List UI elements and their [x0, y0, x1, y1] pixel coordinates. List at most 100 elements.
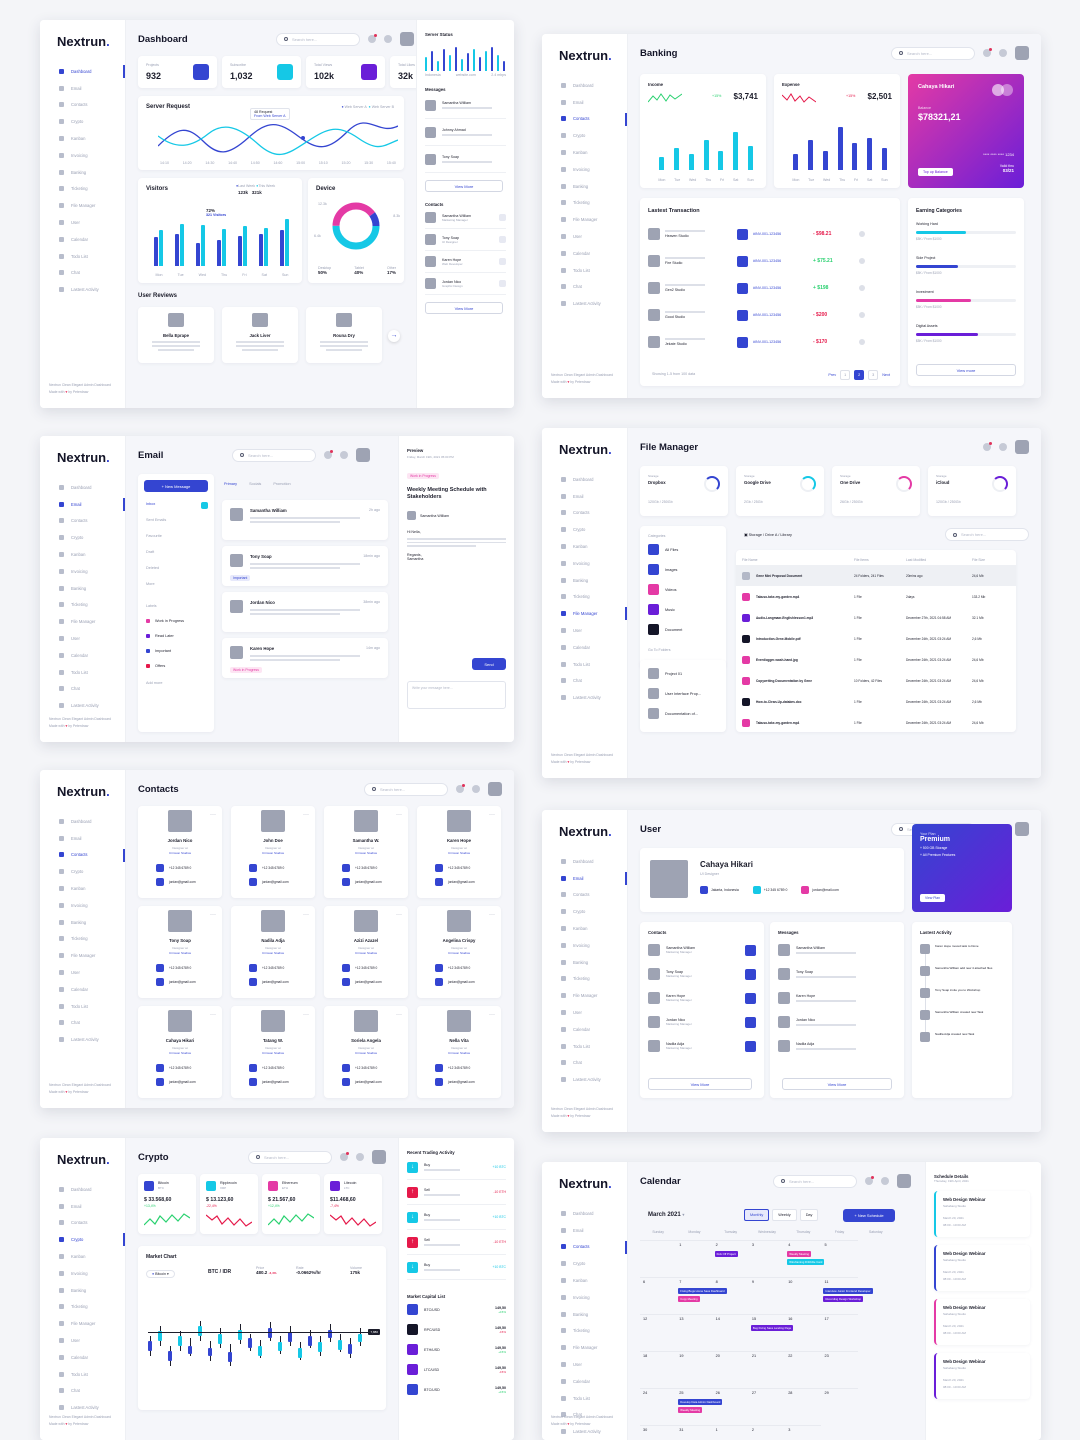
add-label-button[interactable]: Add more: [146, 681, 163, 685]
brand-logo[interactable]: Nextrun.: [559, 48, 612, 63]
sidebar-item-banking[interactable]: Banking: [542, 1306, 627, 1323]
sidebar-item-email[interactable]: Email: [40, 830, 125, 847]
avatar[interactable]: [897, 1174, 911, 1188]
calendar-day-cell[interactable]: 18: [640, 1351, 677, 1388]
sidebar-item-calendar[interactable]: Calendar: [542, 1373, 627, 1390]
transaction-row[interactable]: Good Studio #INV-001-123456 - $200: [648, 305, 892, 325]
bell-icon[interactable]: [865, 1176, 874, 1185]
calendar-event[interactable]: Weekly Meeting: [787, 1251, 812, 1257]
sidebar-item-user[interactable]: User: [40, 1332, 125, 1349]
sidebar-item-user[interactable]: User: [542, 622, 627, 639]
calendar-day-cell[interactable]: [640, 1240, 677, 1277]
calendar-day-cell[interactable]: 3: [748, 1240, 786, 1277]
sidebar-item-banking[interactable]: Banking: [542, 954, 627, 971]
capital-item[interactable]: LTC/USD 149,50 -15%: [407, 1360, 506, 1379]
schedule-item[interactable]: Web Design Webinar Sahabang Studio March…: [934, 1191, 1030, 1237]
sidebar-item-email[interactable]: Email: [542, 1222, 627, 1239]
storage-card[interactable]: Storage Google Drive 2Gb / 25Gb: [736, 466, 824, 516]
sidebar-item-banking[interactable]: Banking: [40, 580, 125, 597]
calendar-day-cell[interactable]: 3: [785, 1425, 822, 1440]
pagination-next[interactable]: Next: [882, 373, 890, 377]
more-icon[interactable]: ···: [396, 812, 402, 818]
contact-item[interactable]: Nadila Adja Marketing Manager: [648, 1040, 756, 1052]
sidebar-item-calendar[interactable]: Calendar: [40, 981, 125, 998]
sidebar-item-kanban[interactable]: Kanban: [542, 144, 627, 161]
sidebar-item-chat[interactable]: Chat: [40, 265, 125, 282]
pagination-prev[interactable]: Prev: [828, 373, 837, 377]
calendar-event[interactable]: Weekly Meeting: [678, 1407, 703, 1413]
schedule-item[interactable]: Web Design Webinar Sahabang Studio March…: [934, 1299, 1030, 1345]
calendar-day-cell[interactable]: 15 Bug Fixing Sass Landing Page: [748, 1314, 794, 1351]
brand-logo[interactable]: Nextrun.: [559, 1176, 612, 1191]
folder-item[interactable]: Project 01: [648, 668, 682, 679]
sidebar-item-file-manager[interactable]: File Manager: [542, 987, 627, 1004]
category-item[interactable]: Document: [648, 624, 682, 635]
calendar-event[interactable]: Bug Fixing Sass Landing Page: [750, 1325, 794, 1331]
sidebar-item-kanban[interactable]: Kanban: [40, 1248, 125, 1265]
sidebar-item-crypto[interactable]: Crypto: [40, 113, 125, 130]
trade-item[interactable]: ↑ Sell -10 ETH: [407, 1180, 506, 1205]
premium-plan-card[interactable]: Your Plan Premium + 500 GB Storage + All …: [912, 824, 1012, 912]
sidebar-item-lastest-activity[interactable]: Lastest Activity: [542, 1071, 627, 1088]
sidebar-item-user[interactable]: User: [542, 1356, 627, 1373]
mail-icon[interactable]: [499, 236, 506, 243]
sidebar-item-crypto[interactable]: Crypto: [542, 521, 627, 538]
calendar-day-cell[interactable]: 25 Develop Data Admin Dashboard Weekly Mee…: [676, 1388, 723, 1425]
capital-item[interactable]: BTC/USD 149,50 +15%: [407, 1380, 506, 1399]
mail-icon[interactable]: [499, 280, 506, 287]
calendar-day-cell[interactable]: 26: [712, 1388, 749, 1425]
brand-logo[interactable]: Nextrun.: [559, 824, 612, 839]
bell-icon[interactable]: [368, 34, 377, 43]
brand-logo[interactable]: Nextrun.: [559, 442, 612, 457]
message-item[interactable]: Tony Soap: [425, 146, 506, 173]
calendar-day-cell[interactable]: 4 Weekly Meeting Wireframing Dribbble Card: [785, 1240, 825, 1277]
reviews-next-button[interactable]: →: [388, 330, 400, 342]
calendar-day-cell[interactable]: 2 Kick Off Project: [712, 1240, 749, 1277]
calendar-day-cell[interactable]: 10: [785, 1277, 822, 1314]
sidebar-item-dashboard[interactable]: Dashboard: [40, 63, 125, 80]
contact-card[interactable]: ··· Angelina Crispy Designer at Crimson …: [417, 906, 501, 998]
sidebar-item-calendar[interactable]: Calendar: [542, 245, 627, 262]
folder-item[interactable]: Sent Emails: [146, 518, 167, 522]
review-card[interactable]: Bella Eprape: [138, 307, 214, 363]
sidebar-item-file-manager[interactable]: File Manager: [542, 1339, 627, 1356]
sidebar-item-ticketing[interactable]: Ticketing: [542, 195, 627, 212]
contact-card[interactable]: ··· Tony Soap Designer at Crimson Studio…: [138, 906, 222, 998]
search-input[interactable]: Search here...: [891, 46, 975, 60]
sidebar-item-email[interactable]: Email: [542, 94, 627, 111]
schedule-item[interactable]: Web Design Webinar Sahabang Studio March…: [934, 1245, 1030, 1291]
more-icon[interactable]: ···: [303, 912, 309, 918]
sidebar-item-chat[interactable]: Chat: [542, 673, 627, 690]
bell-icon[interactable]: [983, 442, 992, 451]
sidebar-item-contacts[interactable]: Contacts: [40, 97, 125, 114]
message-item[interactable]: Samantha William: [778, 944, 896, 956]
coin-card[interactable]: Ripplecoin XRP $ 13.123,60 -22,4%: [200, 1174, 258, 1234]
message-item[interactable]: Johnny Ahmad: [425, 119, 506, 146]
sidebar-item-user[interactable]: User: [542, 1004, 627, 1021]
sidebar-item-chat[interactable]: Chat: [40, 681, 125, 698]
sidebar-item-contacts[interactable]: Contacts: [542, 111, 627, 128]
brand-logo[interactable]: Nextrun.: [57, 34, 110, 49]
month-select[interactable]: March 2021 ▾: [648, 1212, 685, 1218]
sidebar-item-banking[interactable]: Banking: [40, 1282, 125, 1299]
sidebar-item-contacts[interactable]: Contacts: [40, 513, 125, 530]
message-item[interactable]: Karen Hope: [778, 992, 896, 1004]
view-tab[interactable]: Monthly: [744, 1209, 770, 1221]
calendar-day-cell[interactable]: 20: [712, 1351, 749, 1388]
label-item[interactable]: Important: [146, 649, 171, 653]
gear-icon[interactable]: [384, 35, 392, 43]
coin-card[interactable]: Litecoin LTC $11.468,60 -7,4%: [324, 1174, 382, 1234]
sidebar-item-todo-list[interactable]: Todo List: [542, 1038, 627, 1055]
coin-select[interactable]: ● Bitcoin ▾: [146, 1270, 175, 1278]
stat-card[interactable]: Total Views 102k: [306, 56, 385, 88]
sidebar-item-todo-list[interactable]: Todo List: [542, 1390, 627, 1407]
sidebar-item-contacts[interactable]: Contacts: [40, 847, 125, 864]
calendar-day-cell[interactable]: 1: [676, 1240, 713, 1277]
more-icon[interactable]: ···: [396, 1012, 402, 1018]
sidebar-item-chat[interactable]: Chat: [40, 1015, 125, 1032]
avatar[interactable]: [1015, 440, 1029, 454]
page-button[interactable]: 1: [840, 370, 851, 380]
email-list-item[interactable]: Jordan Nico 38min ago: [222, 592, 388, 632]
sidebar-item-contacts[interactable]: Contacts: [542, 1239, 627, 1256]
reply-textarea[interactable]: Write your message here...: [407, 680, 506, 709]
